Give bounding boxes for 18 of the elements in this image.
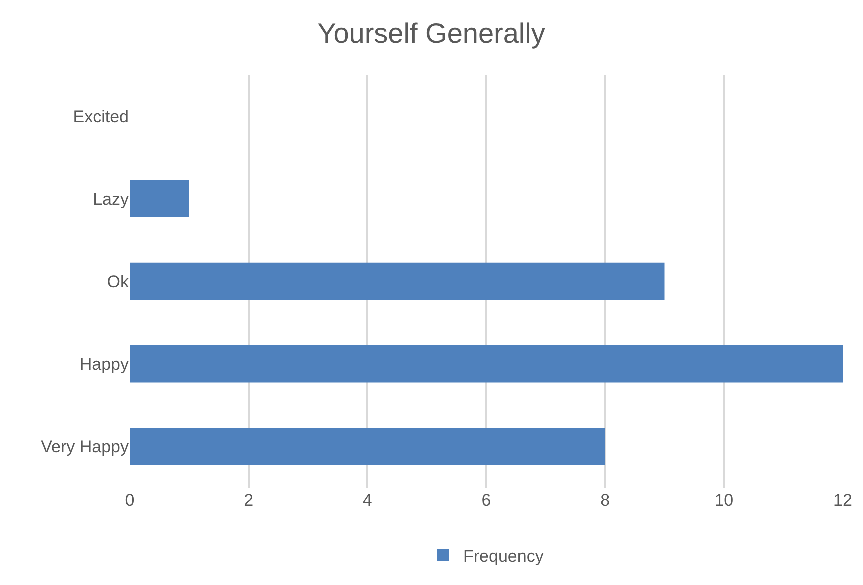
x-tick-label: 0	[125, 491, 135, 510]
y-tick-label: Happy	[80, 355, 130, 374]
bar	[130, 262, 665, 300]
x-tick-label: 8	[600, 491, 610, 510]
y-tick-label: Lazy	[93, 190, 130, 209]
x-tick-label: 10	[714, 491, 734, 510]
y-tick-label: Very Happy	[41, 438, 130, 457]
bar	[130, 180, 190, 218]
bar	[130, 346, 843, 383]
chart-title: Yourself Generally	[318, 18, 546, 49]
x-tick-label: 12	[834, 491, 852, 510]
legend-label: Frequency	[464, 546, 544, 566]
bar	[130, 428, 606, 466]
y-tick-label: Excited	[73, 107, 129, 126]
x-tick-label: 2	[244, 491, 254, 510]
x-tick-label: 4	[362, 491, 372, 510]
x-tick-label: 6	[482, 491, 492, 510]
y-tick-label: Ok	[107, 272, 130, 292]
